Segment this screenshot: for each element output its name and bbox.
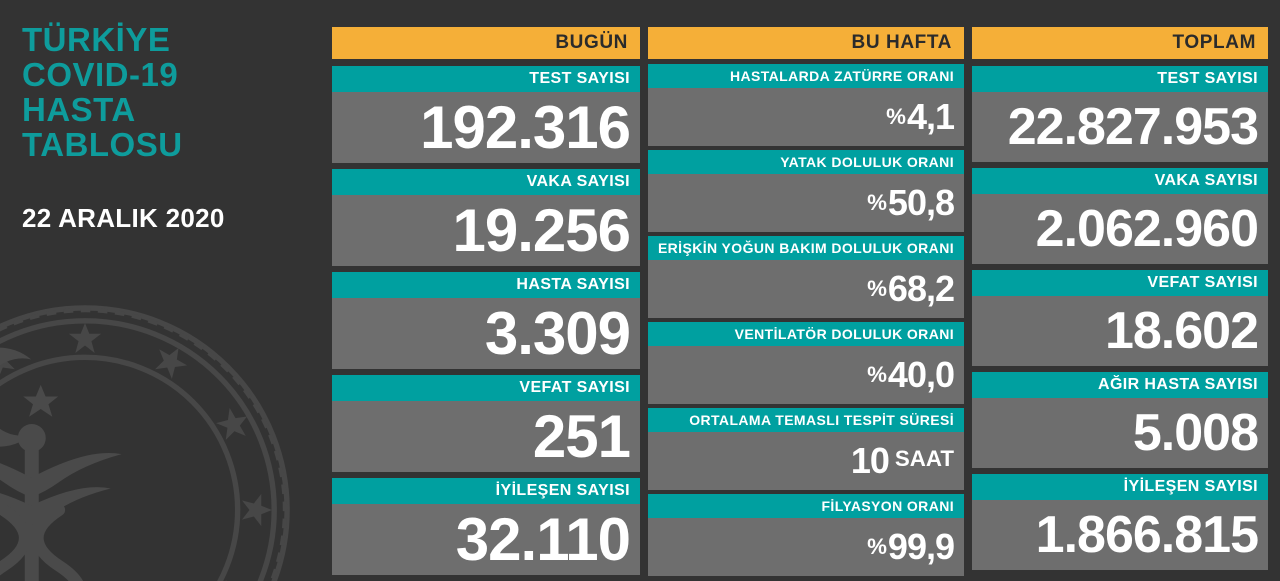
stat-value: % 40,0 — [648, 346, 964, 404]
stat-label: FİLYASYON ORANI — [648, 494, 964, 518]
stat-cell: VAKA SAYISI 19.256 — [332, 169, 640, 266]
stat-value: 5.008 — [972, 398, 1268, 468]
stat-number: 22.827.953 — [1007, 98, 1259, 156]
stat-label: VEFAT SAYISI — [332, 375, 640, 401]
stat-label: HASTA SAYISI — [332, 272, 640, 298]
stat-label: VAKA SAYISI — [972, 168, 1268, 194]
stat-cell: FİLYASYON ORANI% 99,9 — [648, 494, 964, 576]
stat-cell: VENTİLATÖR DOLULUK ORANI% 40,0 — [648, 322, 964, 404]
stat-number: 18.602 — [1104, 302, 1259, 360]
stat-value: 1.866.815 — [972, 500, 1268, 570]
stat-number: 50,8 — [887, 182, 955, 223]
stat-number: 251 — [532, 403, 631, 470]
stat-cell: İYİLEŞEN SAYISI 32.110 — [332, 478, 640, 575]
percent-sign: % — [867, 534, 887, 559]
column-header-total: TOPLAM — [972, 27, 1268, 59]
stat-cell: VEFAT SAYISI 251 — [332, 375, 640, 472]
stat-label: TEST SAYISI — [332, 66, 640, 92]
stat-number: 99,9 — [887, 526, 955, 567]
title-line-3: HASTA — [22, 91, 136, 128]
percent-sign: % — [886, 104, 906, 129]
stat-label: HASTALARDA ZATÜRRE ORANI — [648, 64, 964, 88]
stat-number: 19.256 — [452, 197, 631, 264]
stat-label: VEFAT SAYISI — [972, 270, 1268, 296]
stat-cell: TEST SAYISI 22.827.953 — [972, 66, 1268, 162]
left-panel: TÜRKİYE COVID-19 HASTA TABLOSU 22 ARALIK… — [0, 0, 320, 581]
stat-label: İYİLEŞEN SAYISI — [972, 474, 1268, 500]
stat-cell: ERİŞKİN YOĞUN BAKIM DOLULUK ORANI% 68,2 — [648, 236, 964, 318]
column-header-today: BUGÜN — [332, 27, 640, 59]
page-title: TÜRKİYE COVID-19 HASTA TABLOSU — [22, 22, 312, 162]
stat-number: 10 — [850, 440, 890, 481]
stat-cell: VEFAT SAYISI 18.602 — [972, 270, 1268, 366]
title-line-4: TABLOSU — [22, 126, 183, 163]
stat-label: İYİLEŞEN SAYISI — [332, 478, 640, 504]
stat-cell: VAKA SAYISI 2.062.960 — [972, 168, 1268, 264]
stat-number: 192.316 — [420, 94, 631, 161]
stat-label: AĞIR HASTA SAYISI — [972, 372, 1268, 398]
stat-number: 2.062.960 — [1035, 200, 1259, 258]
stat-cell: HASTA SAYISI 3.309 — [332, 272, 640, 369]
stat-value: 2.062.960 — [972, 194, 1268, 264]
stat-value: 32.110 — [332, 504, 640, 575]
stat-value: 19.256 — [332, 195, 640, 266]
stat-value: 192.316 — [332, 92, 640, 163]
stat-value: % 99,9 — [648, 518, 964, 576]
stat-value: 3.309 — [332, 298, 640, 369]
stat-value: % 68,2 — [648, 260, 964, 318]
title-line-2: COVID-19 — [22, 56, 179, 93]
stat-value: % 4,1 — [648, 88, 964, 146]
stat-label: ERİŞKİN YOĞUN BAKIM DOLULUK ORANI — [648, 236, 964, 260]
stat-cell: YATAK DOLULUK ORANI% 50,8 — [648, 150, 964, 232]
stat-value: 22.827.953 — [972, 92, 1268, 162]
stat-label: VAKA SAYISI — [332, 169, 640, 195]
stat-number: 40,0 — [887, 354, 955, 395]
stat-value: 18.602 — [972, 296, 1268, 366]
stat-value: 251 — [332, 401, 640, 472]
stat-label: YATAK DOLULUK ORANI — [648, 150, 964, 174]
stat-label: ORTALAMA TEMASLI TESPİT SÜRESİ — [648, 408, 964, 432]
stat-unit: SAAT — [894, 446, 954, 471]
stat-cell: İYİLEŞEN SAYISI 1.866.815 — [972, 474, 1268, 570]
percent-sign: % — [867, 190, 887, 215]
stat-label: VENTİLATÖR DOLULUK ORANI — [648, 322, 964, 346]
turkish-ministry-of-health-emblem-icon — [0, 305, 290, 581]
stat-value: % 50,8 — [648, 174, 964, 232]
title-line-1: TÜRKİYE — [22, 21, 171, 58]
column-week: BU HAFTA HASTALARDA ZATÜRRE ORANI% 4,1 YAT… — [648, 0, 964, 581]
stat-number: 5.008 — [1132, 404, 1259, 462]
percent-sign: % — [867, 362, 887, 387]
stat-label: TEST SAYISI — [972, 66, 1268, 92]
stat-number: 3.309 — [484, 300, 631, 367]
percent-sign: % — [867, 276, 887, 301]
stat-number: 32.110 — [455, 506, 631, 573]
column-header-week: BU HAFTA — [648, 27, 964, 59]
stat-cell: ORTALAMA TEMASLI TESPİT SÜRESİ 10 SAAT — [648, 408, 964, 490]
stat-value: 10 SAAT — [648, 432, 964, 490]
stat-cell: TEST SAYISI 192.316 — [332, 66, 640, 163]
column-total: TOPLAM TEST SAYISI 22.827.953 VAKA SAYISI 2… — [972, 0, 1268, 581]
stat-cell: AĞIR HASTA SAYISI 5.008 — [972, 372, 1268, 468]
stat-number: 68,2 — [887, 268, 955, 309]
report-date: 22 ARALIK 2020 — [22, 203, 225, 233]
stat-number: 1.866.815 — [1035, 506, 1259, 564]
stat-cell: HASTALARDA ZATÜRRE ORANI% 4,1 — [648, 64, 964, 146]
stat-number: 4,1 — [906, 96, 955, 137]
column-today: BUGÜN TEST SAYISI 192.316 VAKA SAYISI 19.25… — [332, 0, 640, 581]
